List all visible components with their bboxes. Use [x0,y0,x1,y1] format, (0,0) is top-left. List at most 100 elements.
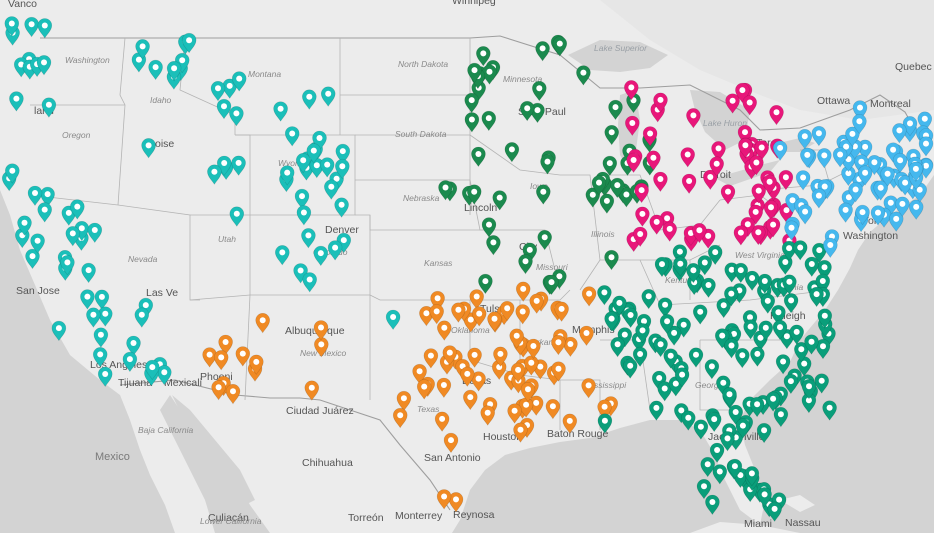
map-pin-southeast[interactable] [792,240,808,261]
map-pin-southeast[interactable] [760,293,776,314]
map-pin-midwest[interactable] [471,146,486,168]
map-pin-southeast[interactable] [767,501,782,522]
map-pin-midwest[interactable] [481,110,497,132]
map-pin-west[interactable] [294,188,310,210]
map-pin-southeast[interactable] [804,256,820,278]
map-pin-midwest[interactable] [475,46,491,67]
map-pin-southeast[interactable] [734,348,750,369]
map-pin-great-lakes[interactable] [692,223,707,244]
map-pin-west[interactable] [301,228,316,249]
map-pin-midwest[interactable] [552,36,568,57]
map-pin-west[interactable] [37,18,53,39]
map-pin-southeast[interactable] [727,458,743,480]
map-pin-west[interactable] [335,143,351,165]
map-pin-southeast[interactable] [750,346,765,367]
map-pin-great-lakes[interactable] [725,93,740,114]
map-pin-southwest[interactable] [443,432,459,454]
map-pin-midwest[interactable] [464,92,480,114]
map-pin-west[interactable] [70,199,85,220]
map-pin-southeast[interactable] [815,338,831,360]
map-pin-great-lakes[interactable] [662,221,678,242]
map-pin-west[interactable] [313,245,329,267]
map-pin-southeast[interactable] [597,285,612,306]
map-pin-southwest[interactable] [436,377,452,399]
map-pin-midwest[interactable] [619,187,634,208]
map-pin-southeast[interactable] [663,348,679,369]
map-pin-southeast[interactable] [686,263,701,284]
map-pin-great-lakes[interactable] [681,173,697,195]
map-pin-west[interactable] [207,164,222,185]
map-pin-southwest[interactable] [459,366,475,387]
map-pin-great-lakes[interactable] [742,95,758,116]
map-pin-west[interactable] [306,143,322,164]
map-pin-northeast[interactable] [908,199,924,220]
map-pin-great-lakes[interactable] [778,169,794,191]
map-pin-northeast[interactable] [799,147,815,168]
map-pin-great-lakes[interactable] [749,155,764,176]
map-pin-southeast[interactable] [735,418,751,439]
map-pin-west[interactable] [94,289,110,310]
map-pin-west[interactable] [231,155,246,176]
map-pin-midwest[interactable] [540,154,555,175]
map-pin-southwest[interactable] [513,422,528,443]
map-pin-west[interactable] [279,165,295,186]
map-pin-southeast[interactable] [696,479,712,500]
map-pin-southeast[interactable] [632,346,648,368]
map-pin-northeast[interactable] [892,152,908,174]
map-pin-southeast[interactable] [782,274,797,295]
map-pin-great-lakes[interactable] [751,183,767,204]
map-pin-southeast[interactable] [783,293,799,314]
map-pin-southeast[interactable] [680,410,696,431]
map-pin-southeast[interactable] [701,277,716,299]
map-pin-southeast[interactable] [773,407,789,428]
map-pin-northeast[interactable] [873,180,889,201]
map-pin-southwest[interactable] [579,325,594,347]
map-pin-southeast[interactable] [672,256,688,277]
map-pin-midwest[interactable] [535,41,550,62]
map-pin-southwest[interactable] [597,399,612,420]
map-pin-southwest[interactable] [551,361,566,382]
map-pin-great-lakes[interactable] [720,184,736,205]
map-pin-southwest[interactable] [218,334,233,356]
map-pin-southeast[interactable] [765,391,781,412]
map-pin-southwest[interactable] [304,380,320,401]
map-pin-west[interactable] [166,61,182,82]
map-pin-southwest[interactable] [562,413,578,434]
map-pin-southeast[interactable] [692,304,708,325]
map-pin-west[interactable] [135,39,150,60]
map-pin-midwest[interactable] [478,273,493,295]
map-pin-midwest[interactable] [519,100,535,122]
map-pin-west[interactable] [273,101,288,122]
map-pin-southwest[interactable] [529,293,545,314]
map-pin-southeast[interactable] [707,244,723,266]
map-pin-great-lakes[interactable] [626,152,641,174]
map-pin-southeast[interactable] [789,324,805,345]
map-pin-northeast[interactable] [832,147,848,168]
map-pin-northeast[interactable] [772,140,788,161]
map-pin-southwest[interactable] [313,337,329,358]
map-pin-southeast[interactable] [811,242,827,264]
map-pin-northeast[interactable] [795,170,811,191]
map-pin-southwest[interactable] [469,289,485,310]
map-pin-west[interactable] [93,327,109,348]
map-pin-west[interactable] [98,306,113,327]
map-pin-southeast[interactable] [722,386,737,408]
map-pin-midwest[interactable] [604,249,619,271]
map-pin-northeast[interactable] [908,161,924,182]
map-pin-northeast[interactable] [845,126,860,147]
map-pin-southwest[interactable] [235,346,251,367]
map-pin-southeast[interactable] [757,487,772,508]
map-pin-great-lakes[interactable] [635,206,650,227]
map-pin-west[interactable] [385,309,401,331]
map-pin-southwest[interactable] [554,301,569,322]
map-pin-northeast[interactable] [797,129,813,150]
map-pin-southeast[interactable] [654,256,670,278]
map-pin-southeast[interactable] [657,381,673,402]
map-pin-west[interactable] [319,157,335,178]
map-pin-west[interactable] [323,179,339,200]
map-pin-west[interactable] [231,71,247,92]
map-pin-southwest[interactable] [526,338,541,360]
map-pin-west[interactable] [30,233,45,254]
map-pin-southeast[interactable] [804,334,819,355]
